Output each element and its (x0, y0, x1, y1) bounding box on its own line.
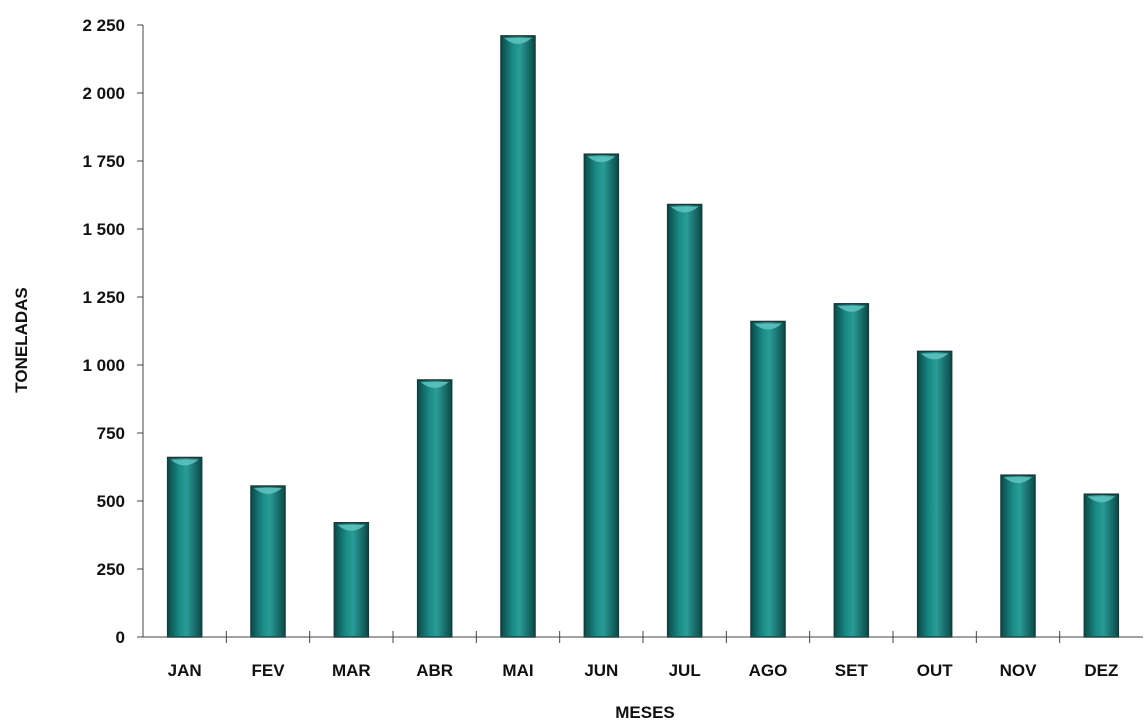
bar-highlight (754, 323, 782, 330)
bar (750, 320, 786, 638)
bar (1083, 493, 1120, 638)
bar (166, 456, 203, 638)
bar-highlight (1004, 477, 1032, 484)
x-tick-label: JAN (168, 661, 202, 680)
x-tick-label: JUN (584, 661, 618, 680)
x-tick-label: AGO (749, 661, 788, 680)
y-tick-label: 750 (97, 424, 125, 443)
bar (500, 35, 536, 638)
bar-highlight (254, 488, 282, 495)
y-tick-label: 1 500 (82, 220, 125, 239)
bar-highlight (587, 156, 616, 163)
y-tick-label: 1 000 (82, 356, 125, 375)
axes-group (142, 25, 1143, 638)
bar-jul (666, 203, 703, 638)
bar-mai (500, 35, 536, 638)
bar (916, 350, 953, 638)
x-tick-label: OUT (917, 661, 954, 680)
bar-abr (416, 379, 453, 638)
x-tick-label: NOV (1000, 661, 1038, 680)
x-tick-label: MAR (332, 661, 371, 680)
y-ticks-group: 0 250 500 750 1 000 1 250 1 500 1 750 2 000 2 250 (82, 16, 143, 647)
y-tick-label: 0 (116, 628, 125, 647)
y-axis-title: TONELADAS (12, 287, 31, 392)
bar-out (916, 350, 953, 638)
bar-jun (583, 153, 620, 638)
x-tick-label: FEV (251, 661, 285, 680)
bar-highlight (670, 206, 699, 213)
bar-mar (333, 522, 370, 638)
bar-highlight (1087, 496, 1116, 503)
x-tick-label: JUL (669, 661, 701, 680)
bar-nov (1000, 474, 1036, 638)
bar (250, 485, 286, 638)
x-ticks-group: JAN FEV MAR ABR MAI JUN JUL AGO SET OUT NOV DEZ (168, 631, 1118, 680)
y-tick-label: 2 000 (82, 84, 125, 103)
bar (333, 522, 370, 638)
y-tick-label: 1 250 (82, 288, 125, 307)
bar-jan (166, 456, 203, 638)
bar (416, 379, 453, 638)
y-tick-label: 250 (97, 560, 125, 579)
bar-set (833, 303, 870, 638)
y-tick-label: 2 250 (82, 16, 125, 35)
x-tick-label: DEZ (1084, 661, 1118, 680)
bar (1000, 474, 1036, 638)
y-tick-label: 1 750 (82, 152, 125, 171)
bar (666, 203, 703, 638)
bar-highlight (504, 37, 532, 44)
bar-fev (250, 485, 286, 638)
x-tick-label: ABR (416, 661, 453, 680)
bar-highlight (337, 524, 366, 531)
bars-group (166, 35, 1120, 638)
bar-highlight (170, 459, 199, 466)
bar-highlight (420, 381, 449, 388)
y-tick-label: 500 (97, 492, 125, 511)
x-tick-label: SET (835, 661, 869, 680)
bar-ago (750, 320, 786, 638)
bar (583, 153, 620, 638)
x-tick-label: MAI (502, 661, 533, 680)
x-axis-title: MESES (615, 703, 675, 722)
bar (833, 303, 870, 638)
bar-highlight (837, 305, 866, 312)
bar-dez (1083, 493, 1120, 638)
bar-highlight (920, 353, 949, 360)
